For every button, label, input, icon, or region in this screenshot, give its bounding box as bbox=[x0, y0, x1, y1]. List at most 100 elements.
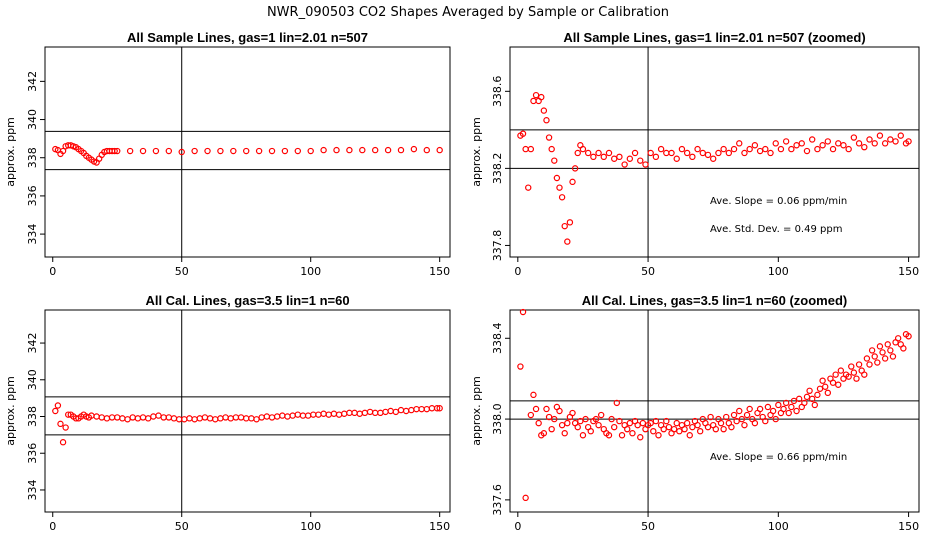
y-tick-label: 334 bbox=[26, 224, 39, 245]
data-point bbox=[892, 138, 899, 145]
data-point bbox=[624, 425, 631, 433]
data-point bbox=[673, 155, 680, 162]
data-point bbox=[780, 405, 787, 413]
data-point bbox=[561, 222, 568, 230]
x-tick-label: 50 bbox=[641, 520, 655, 533]
data-point bbox=[423, 146, 430, 154]
data-point bbox=[730, 411, 738, 419]
data-point bbox=[631, 149, 639, 157]
data-point bbox=[678, 145, 686, 153]
data-point bbox=[103, 415, 111, 422]
data-point bbox=[556, 407, 563, 415]
data-point bbox=[629, 430, 636, 437]
data-point bbox=[829, 145, 837, 153]
data-point bbox=[320, 410, 327, 417]
chart-panel-2: All Sample Lines, gas=1 lin=2.01 n=507 (… bbox=[470, 30, 920, 278]
data-point bbox=[191, 416, 198, 423]
y-tick-label: 338.4 bbox=[491, 323, 504, 355]
data-point bbox=[756, 147, 764, 155]
data-point bbox=[801, 399, 808, 407]
y-tick-label: 340 bbox=[26, 369, 39, 390]
data-point bbox=[590, 153, 597, 161]
chart-title: All Cal. Lines, gas=3.5 lin=1 n=60 bbox=[145, 293, 349, 308]
data-point bbox=[709, 155, 717, 162]
x-tick-label: 100 bbox=[768, 265, 789, 278]
data-point bbox=[346, 409, 353, 417]
data-point bbox=[377, 409, 384, 417]
data-point bbox=[556, 184, 563, 191]
data-point bbox=[795, 395, 803, 403]
data-point bbox=[397, 146, 405, 154]
data-point bbox=[608, 415, 615, 423]
data-point bbox=[699, 149, 706, 157]
data-point bbox=[124, 416, 131, 423]
data-point bbox=[284, 413, 291, 420]
data-point bbox=[191, 147, 198, 155]
data-point bbox=[248, 415, 255, 422]
data-point bbox=[579, 145, 587, 153]
data-point bbox=[756, 405, 764, 413]
data-point bbox=[605, 149, 613, 157]
data-point bbox=[382, 408, 389, 416]
data-point bbox=[57, 420, 64, 428]
data-point bbox=[738, 415, 746, 423]
y-tick-label: 338.2 bbox=[491, 153, 504, 185]
data-point bbox=[160, 414, 167, 421]
x-tick-label: 0 bbox=[514, 520, 521, 533]
data-point bbox=[595, 149, 602, 157]
data-point bbox=[59, 147, 67, 155]
data-point bbox=[111, 147, 118, 155]
data-point bbox=[793, 407, 800, 415]
data-point bbox=[876, 132, 884, 139]
data-point bbox=[150, 413, 157, 420]
x-tick-label: 50 bbox=[175, 520, 189, 533]
y-axis-label: approx. ppm bbox=[4, 376, 17, 446]
data-point bbox=[341, 410, 348, 417]
data-point bbox=[657, 145, 665, 153]
data-point bbox=[577, 417, 584, 425]
data-point bbox=[884, 341, 891, 348]
data-point bbox=[230, 147, 237, 155]
data-point bbox=[307, 147, 314, 155]
data-point bbox=[387, 407, 394, 415]
data-point bbox=[741, 421, 748, 429]
data-point bbox=[558, 421, 566, 429]
data-point bbox=[845, 373, 852, 380]
data-point bbox=[279, 412, 286, 419]
data-point bbox=[217, 415, 224, 422]
x-tick-label: 100 bbox=[300, 520, 321, 533]
data-point bbox=[553, 174, 561, 182]
data-point bbox=[433, 405, 441, 412]
x-tick-label: 100 bbox=[768, 520, 789, 533]
data-point bbox=[289, 412, 296, 419]
data-point bbox=[52, 407, 59, 415]
data-point bbox=[243, 415, 250, 422]
data-point bbox=[134, 415, 142, 422]
data-point bbox=[837, 367, 845, 374]
data-point bbox=[361, 409, 369, 417]
data-point bbox=[584, 149, 592, 157]
data-point bbox=[881, 355, 889, 362]
data-point bbox=[637, 157, 644, 164]
data-point bbox=[540, 430, 548, 437]
data-point bbox=[905, 333, 912, 340]
data-point bbox=[683, 419, 691, 427]
data-point bbox=[564, 419, 571, 427]
data-point bbox=[717, 419, 725, 427]
data-point bbox=[650, 428, 657, 435]
data-point bbox=[530, 391, 537, 399]
data-point bbox=[530, 97, 537, 105]
data-point bbox=[359, 146, 366, 154]
data-point bbox=[384, 146, 392, 154]
data-point bbox=[874, 359, 881, 366]
data-point bbox=[98, 414, 105, 421]
chart-title: All Sample Lines, gas=1 lin=2.01 n=507 (… bbox=[563, 30, 865, 45]
data-point bbox=[527, 411, 535, 419]
data-point bbox=[861, 371, 868, 378]
data-point bbox=[715, 149, 722, 157]
data-point bbox=[178, 148, 185, 156]
data-point bbox=[808, 136, 816, 143]
data-point bbox=[816, 385, 824, 392]
data-point bbox=[408, 406, 415, 414]
